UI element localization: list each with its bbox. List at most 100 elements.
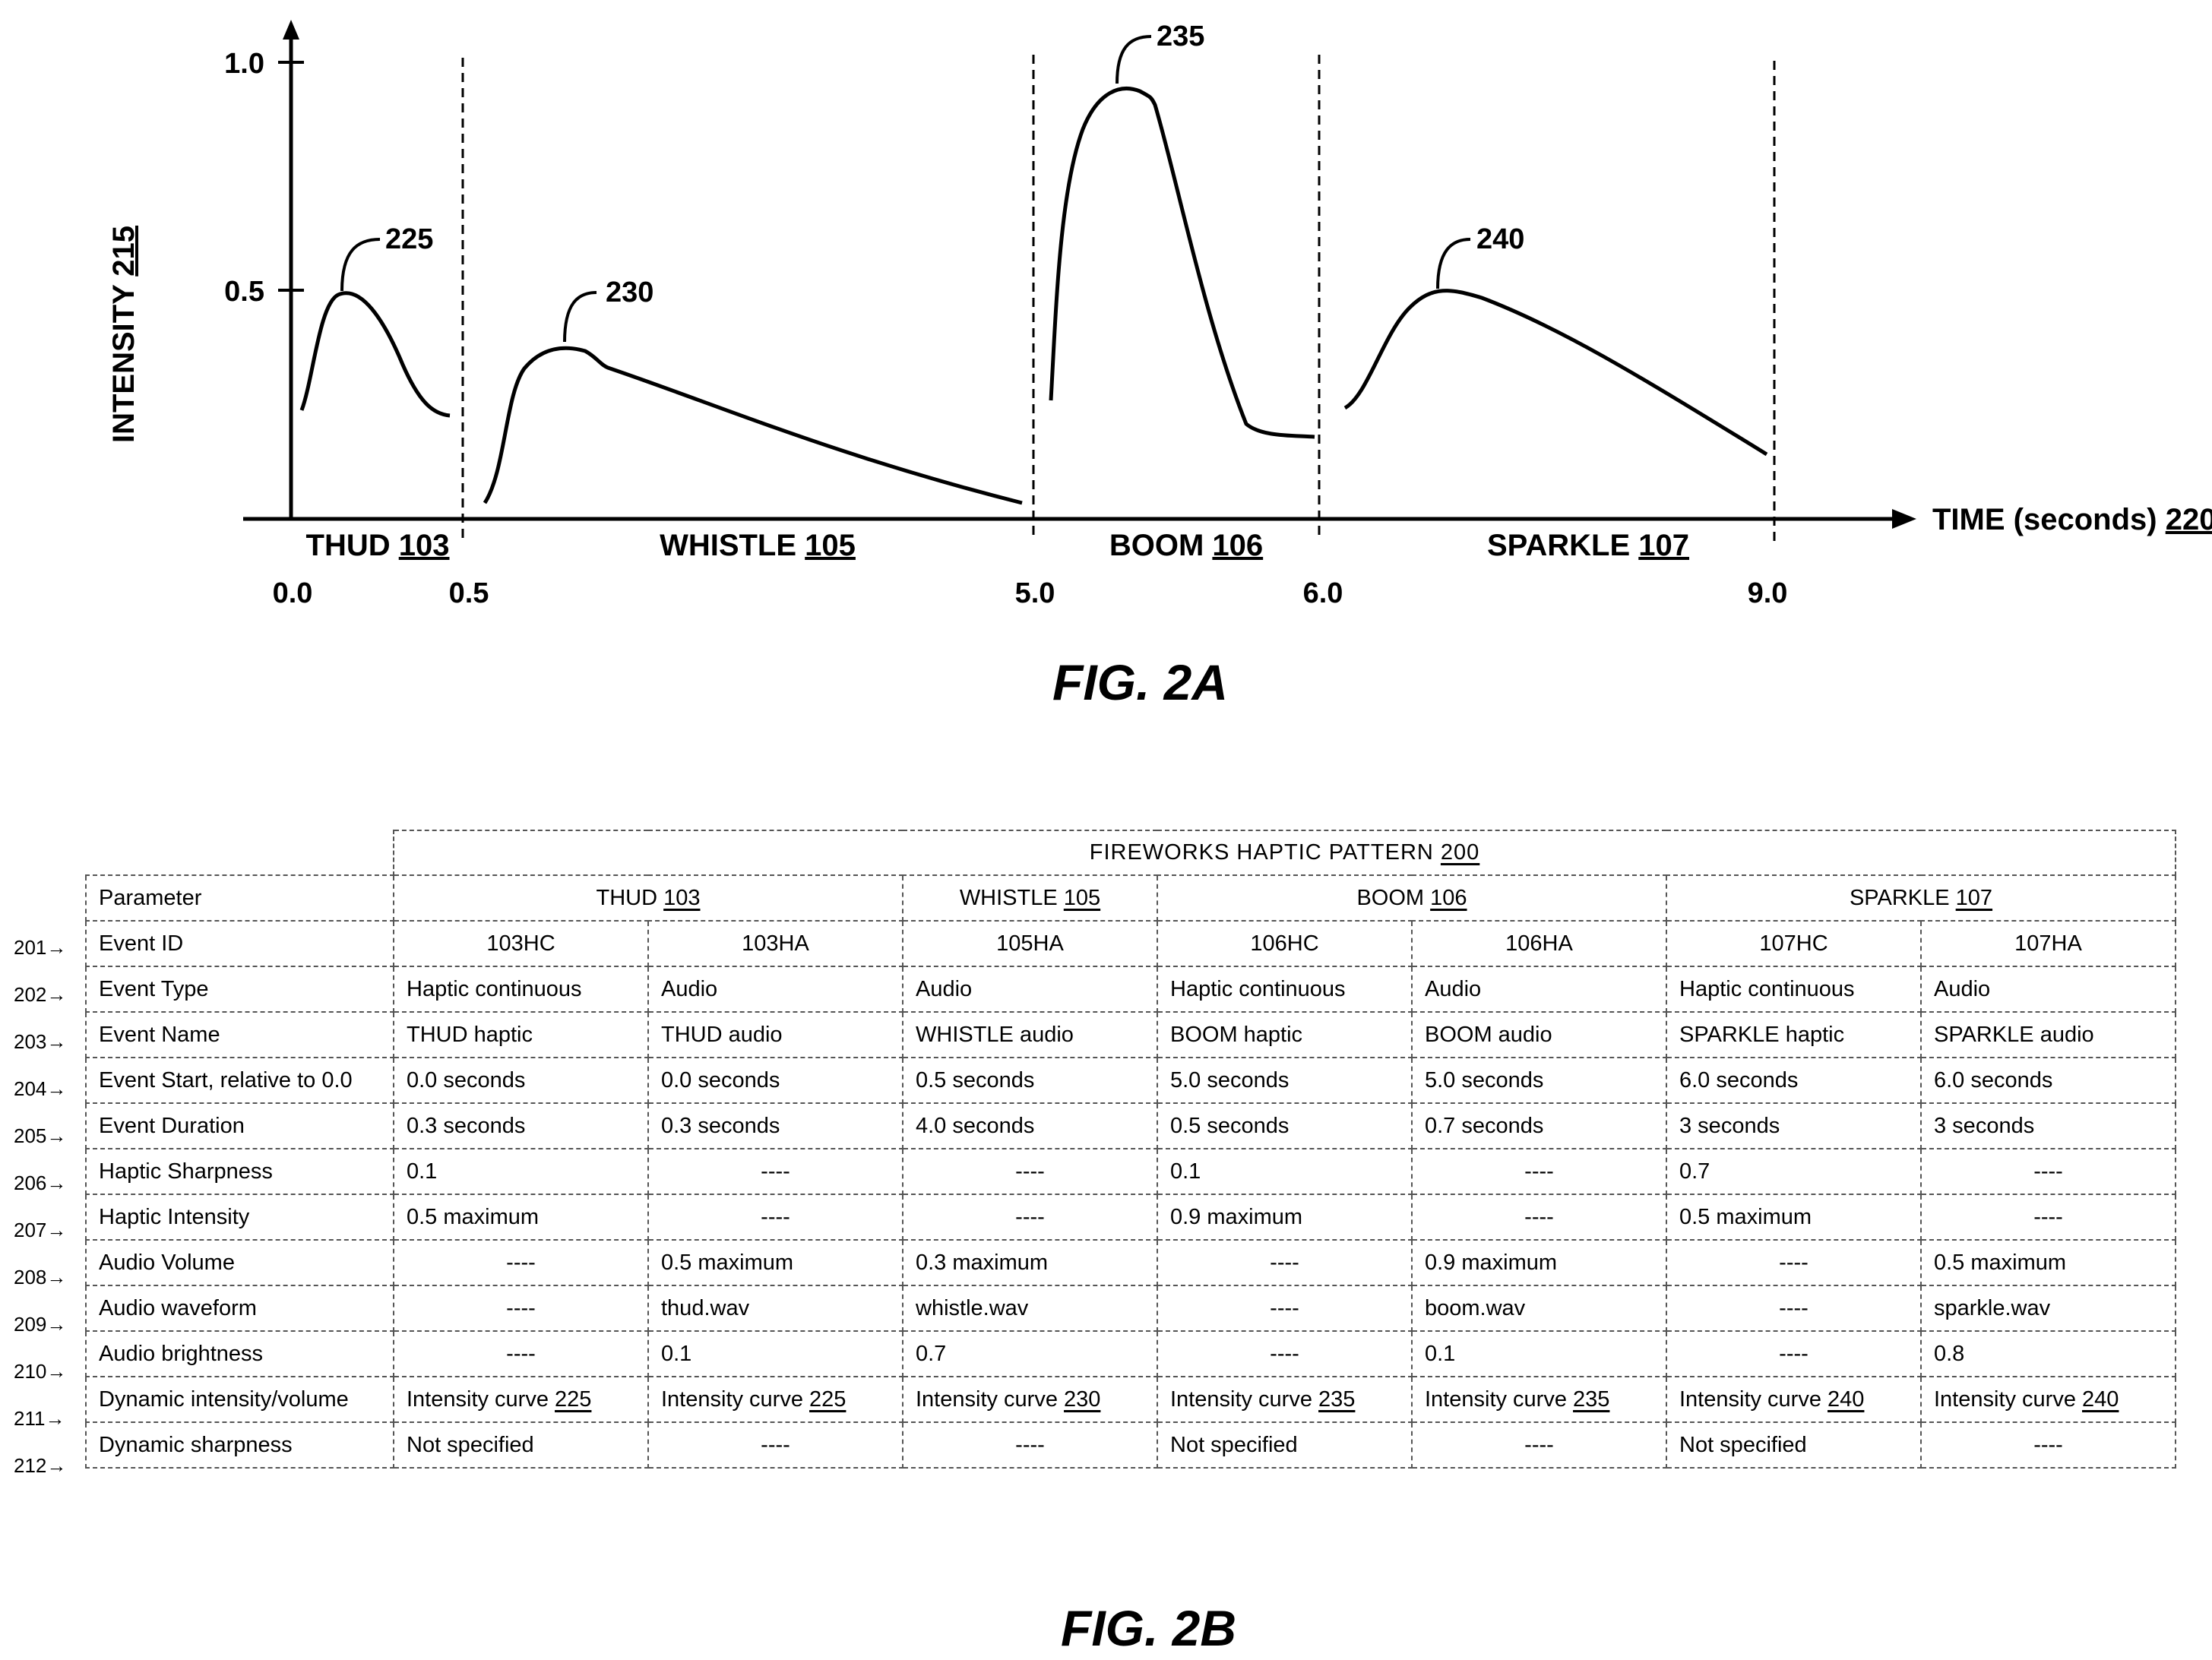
- value-cell: 106HC: [1157, 920, 1413, 967]
- fig-2a-caption: FIG. 2A: [1052, 654, 1229, 710]
- value-cell: ----: [393, 1330, 649, 1377]
- param-cell: Audio Volume: [85, 1239, 394, 1286]
- table-row: Audio brightness ---- 0.1 0.7 ---- 0.1 ---- 0.8: [85, 1330, 2177, 1377]
- value-cell: boom.wav: [1411, 1285, 1667, 1332]
- value-cell: 0.0 seconds: [393, 1057, 649, 1104]
- value-cell: 0.7: [1666, 1148, 1922, 1195]
- value-cell: ----: [647, 1148, 903, 1195]
- value-cell: ----: [647, 1421, 903, 1469]
- table-row: Haptic Intensity 0.5 maximum ---- ---- 0.9 m…: [85, 1194, 2177, 1241]
- value-cell: Audio: [902, 966, 1158, 1013]
- value-cell: Haptic continuous: [1157, 966, 1413, 1013]
- x-tick-label-0.5: 0.5: [449, 577, 489, 609]
- row-ref-label: 205→: [14, 1124, 67, 1147]
- value-cell: 0.3 seconds: [393, 1102, 649, 1149]
- value-cell: ----: [1919, 1148, 2177, 1195]
- value-cell: ----: [902, 1421, 1158, 1469]
- value-cell: 5.0 seconds: [1411, 1057, 1667, 1104]
- value-cell: 0.3 maximum: [902, 1239, 1158, 1286]
- value-cell: Intensity curve 240: [1919, 1376, 2177, 1423]
- value-cell: Intensity curve 235: [1157, 1376, 1413, 1423]
- group-header-sparkle: SPARKLE 107: [1665, 874, 2177, 922]
- param-cell: Audio waveform: [85, 1285, 394, 1332]
- leader-235: [1115, 35, 1152, 84]
- value-cell: 0.1: [647, 1330, 903, 1377]
- value-cell: Audio: [1411, 966, 1667, 1013]
- x-axis-ref: 220: [2166, 503, 2212, 536]
- value-cell: 4.0 seconds: [902, 1102, 1158, 1149]
- param-cell: Event Duration: [85, 1102, 394, 1149]
- value-cell: ----: [1919, 1194, 2177, 1241]
- value-cell: 0.3 seconds: [647, 1102, 903, 1149]
- segment-label-sparkle: SPARKLE 107: [1487, 529, 1689, 562]
- value-cell: ----: [1666, 1239, 1922, 1286]
- x-tick-label-0: 0.0: [273, 577, 313, 609]
- table-row: Event Type Haptic continuous Audio Audio Hap…: [85, 966, 2177, 1013]
- value-cell: BOOM audio: [1411, 1011, 1667, 1058]
- y-axis-arrowhead: [283, 20, 299, 40]
- intensity-curve-230: [483, 346, 1023, 505]
- value-cell: ----: [1411, 1148, 1667, 1195]
- value-cell: ----: [1666, 1285, 1922, 1332]
- value-cell: 0.1: [1411, 1330, 1667, 1377]
- row-ref-label: 212→: [14, 1454, 67, 1477]
- table-row: Audio Volume ---- 0.5 maximum 0.3 maximum --…: [85, 1239, 2177, 1286]
- y-axis-ref: 215: [107, 226, 141, 277]
- param-cell: Event Start, relative to 0.0: [85, 1057, 394, 1104]
- value-cell: ----: [1157, 1285, 1413, 1332]
- value-cell: 107HA: [1919, 920, 2177, 967]
- value-cell: Haptic continuous: [393, 966, 649, 1013]
- y-tick-label-1: 1.0: [224, 48, 264, 80]
- value-cell: ----: [393, 1239, 649, 1286]
- value-cell: ----: [1919, 1421, 2177, 1469]
- value-cell: BOOM haptic: [1157, 1011, 1413, 1058]
- value-cell: 0.9 maximum: [1411, 1239, 1667, 1286]
- fireworks-haptic-pattern-table: FIREWORKS HAPTIC PATTERN 200 Parameter T…: [85, 830, 2177, 1469]
- value-cell: sparkle.wav: [1919, 1285, 2177, 1332]
- value-cell: Intensity curve 235: [1411, 1376, 1667, 1423]
- x-tick-label-9: 9.0: [1748, 577, 1788, 609]
- curve-ref-235: 235: [1157, 21, 1204, 52]
- intensity-curve-240: [1343, 289, 1768, 457]
- param-cell: Dynamic sharpness: [85, 1421, 394, 1469]
- row-ref-label: 208→: [14, 1266, 67, 1288]
- leader-230: [563, 291, 597, 343]
- row-ref-label: 206→: [14, 1171, 67, 1194]
- param-cell: Dynamic intensity/volume: [85, 1376, 394, 1423]
- value-cell: 107HC: [1666, 920, 1922, 967]
- row-ref-label: 201→: [14, 936, 67, 959]
- param-cell: Event Type: [85, 966, 394, 1013]
- table-row: Event ID 103HC 103HA 105HA 106HC 106HA 107HC 10…: [85, 920, 2177, 967]
- value-cell: SPARKLE audio: [1919, 1011, 2177, 1058]
- value-cell: WHISTLE audio: [902, 1011, 1158, 1058]
- table-row: Haptic Sharpness 0.1 ---- ---- 0.1 ---- 0.7 ---…: [85, 1148, 2177, 1195]
- value-cell: 0.7 seconds: [1411, 1102, 1667, 1149]
- value-cell: SPARKLE haptic: [1666, 1011, 1922, 1058]
- table-row: Audio waveform ---- thud.wav whistle.wav ---…: [85, 1285, 2177, 1332]
- group-header-whistle: WHISTLE 105: [902, 874, 1158, 922]
- row-ref-label: 203→: [14, 1030, 67, 1053]
- value-cell: Not specified: [1157, 1421, 1413, 1469]
- table-row: Dynamic sharpness Not specified ---- ---- No…: [85, 1421, 2177, 1469]
- value-cell: 0.5 maximum: [1666, 1194, 1922, 1241]
- y-axis-title: INTENSITY 215: [107, 226, 141, 443]
- table-row: Dynamic intensity/volume Intensity curve …: [85, 1376, 2177, 1423]
- value-cell: Not specified: [1666, 1421, 1922, 1469]
- value-cell: 105HA: [902, 920, 1158, 967]
- value-cell: Audio: [1919, 966, 2177, 1013]
- value-cell: THUD audio: [647, 1011, 903, 1058]
- segment-label-thud: THUD 103: [306, 529, 450, 562]
- value-cell: ----: [1411, 1421, 1667, 1469]
- value-cell: whistle.wav: [902, 1285, 1158, 1332]
- value-cell: 0.5 maximum: [647, 1239, 903, 1286]
- value-cell: 0.5 maximum: [1919, 1239, 2177, 1286]
- fig-2b-caption: FIG. 2B: [1061, 1600, 1237, 1656]
- param-cell: Haptic Sharpness: [85, 1148, 394, 1195]
- value-cell: 0.9 maximum: [1157, 1194, 1413, 1241]
- row-ref-label: 204→: [14, 1077, 67, 1100]
- table-row: Event Duration 0.3 seconds 0.3 seconds 4.0 …: [85, 1102, 2177, 1149]
- value-cell: 0.1: [393, 1148, 649, 1195]
- value-cell: 6.0 seconds: [1666, 1057, 1922, 1104]
- value-cell: 103HA: [647, 920, 903, 967]
- value-cell: ----: [902, 1148, 1158, 1195]
